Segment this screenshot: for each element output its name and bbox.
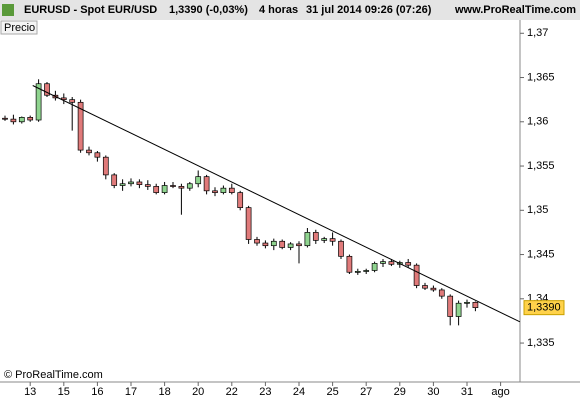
panel-label: Precio bbox=[4, 22, 35, 34]
candle-body bbox=[447, 295, 454, 317]
y-tick-label: 1,36 bbox=[527, 116, 548, 128]
x-tick-label: 20 bbox=[192, 386, 204, 398]
x-tick-label: 18 bbox=[158, 386, 170, 398]
candle-body bbox=[455, 302, 462, 317]
candle-body bbox=[354, 271, 361, 273]
candle-body bbox=[312, 232, 319, 241]
candle-body bbox=[136, 181, 143, 185]
candle-body bbox=[220, 187, 227, 193]
candle-body bbox=[380, 261, 386, 264]
candle-body bbox=[86, 149, 92, 154]
candle-body bbox=[111, 174, 118, 186]
panel-label-box bbox=[0, 20, 38, 35]
candle-body bbox=[228, 187, 235, 193]
x-tick-label: 16 bbox=[91, 386, 103, 398]
candle-body bbox=[304, 232, 311, 247]
candle-body bbox=[413, 264, 420, 286]
candle-body bbox=[388, 261, 395, 265]
candle-body bbox=[371, 263, 378, 271]
candle-body bbox=[35, 83, 42, 121]
candle-body bbox=[287, 243, 294, 248]
header-bar bbox=[0, 0, 580, 20]
candle-body bbox=[77, 101, 84, 151]
candle-body bbox=[2, 117, 8, 120]
x-tick-label: 22 bbox=[226, 386, 238, 398]
x-tick-label: 24 bbox=[293, 386, 305, 398]
candle-body bbox=[338, 240, 344, 257]
candle-body bbox=[144, 184, 151, 187]
y-tick-label: 1,37 bbox=[527, 27, 548, 39]
x-tick-label: 17 bbox=[125, 386, 137, 398]
candle-body bbox=[245, 207, 252, 240]
candle-body bbox=[321, 238, 328, 241]
candle-body bbox=[186, 183, 193, 189]
site: www.ProRealTime.com bbox=[454, 4, 576, 16]
header-icon bbox=[2, 4, 14, 16]
candle-body bbox=[161, 185, 168, 193]
candle-body bbox=[94, 152, 101, 158]
candle-body bbox=[405, 262, 412, 266]
candle-body bbox=[102, 156, 109, 176]
y-tick-label: 1,35 bbox=[527, 204, 548, 216]
candle-body bbox=[203, 176, 210, 192]
x-tick-label: 29 bbox=[394, 386, 406, 398]
candle-body bbox=[237, 192, 244, 208]
last-price-box bbox=[523, 300, 565, 316]
datetime: 31 jul 2014 09:26 (07:26) bbox=[306, 4, 432, 16]
x-tick-label: 13 bbox=[24, 386, 36, 398]
trendline bbox=[32, 85, 521, 323]
candle-body bbox=[18, 117, 25, 123]
footer: © ProRealTime.com bbox=[4, 369, 103, 381]
quote: 1,3390 (-0,03%) bbox=[169, 4, 248, 16]
candle-body bbox=[430, 287, 437, 291]
candle-body bbox=[178, 186, 185, 189]
last-price-label: 1,3390 bbox=[527, 302, 561, 314]
y-tick-label: 1,365 bbox=[527, 71, 555, 83]
x-tick-label: 31 bbox=[461, 386, 473, 398]
y-tick-label: 1,345 bbox=[527, 248, 555, 260]
x-tick-label: 30 bbox=[427, 386, 439, 398]
candle-body bbox=[270, 240, 277, 247]
candle-body bbox=[329, 238, 336, 242]
candle-body bbox=[346, 255, 353, 273]
candle-body bbox=[212, 190, 218, 193]
x-tick-label: 23 bbox=[259, 386, 271, 398]
candle-body bbox=[438, 289, 445, 297]
candle-body bbox=[195, 176, 202, 185]
candle-body bbox=[27, 117, 34, 121]
candle-body bbox=[10, 118, 17, 123]
candle-body bbox=[363, 270, 370, 272]
candle-body bbox=[60, 97, 67, 101]
candle-body bbox=[472, 301, 479, 309]
candle-body bbox=[262, 242, 269, 247]
candle-body bbox=[44, 83, 50, 96]
candle-body bbox=[464, 301, 470, 304]
candle-body bbox=[422, 285, 428, 289]
x-tick-label: 15 bbox=[58, 386, 70, 398]
interval: 4 horas bbox=[259, 4, 298, 16]
candle-body bbox=[69, 99, 76, 103]
candle-body bbox=[279, 240, 286, 248]
x-tick-label: 25 bbox=[326, 386, 338, 398]
candle-body bbox=[119, 183, 126, 186]
x-tick-label: ago bbox=[491, 386, 509, 398]
candle-body bbox=[296, 243, 302, 247]
y-tick-label: 1,335 bbox=[527, 337, 555, 349]
y-tick-label: 1,355 bbox=[527, 160, 555, 172]
candle-body bbox=[153, 186, 160, 193]
candle-body bbox=[170, 185, 176, 187]
candle-body bbox=[254, 239, 260, 244]
x-tick-label: 27 bbox=[360, 386, 372, 398]
candle-body bbox=[128, 181, 134, 185]
symbol: EURUSD - Spot EUR/USD bbox=[24, 4, 157, 16]
